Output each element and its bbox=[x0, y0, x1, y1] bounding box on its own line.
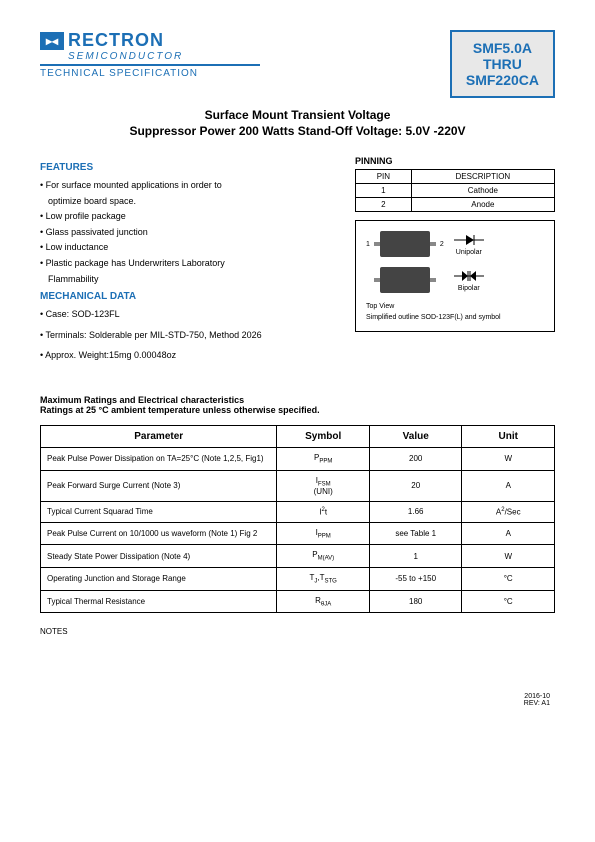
logo-block: ▸◂ RECTRON SEMICONDUCTOR TECHNICAL SPECI… bbox=[40, 30, 260, 79]
symbol-cell: I2t bbox=[277, 502, 370, 523]
pin-cell: Cathode bbox=[411, 184, 554, 198]
mechanical-item: Approx. Weight:15mg 0.00048oz bbox=[40, 349, 335, 362]
table-row: Steady State Power Dissipation (Note 4) … bbox=[41, 545, 555, 568]
title-main: Surface Mount Transient Voltage bbox=[40, 108, 555, 122]
rev-num: REV: A1 bbox=[524, 700, 550, 707]
revision-block: 2016-10 REV: A1 bbox=[524, 693, 550, 707]
value-cell: see Table 1 bbox=[369, 522, 462, 545]
unit-cell: A2/Sec bbox=[462, 502, 555, 523]
pin-col-header: PIN bbox=[356, 170, 412, 184]
symbol-cell: PM(AV) bbox=[277, 545, 370, 568]
param-cell: Peak Forward Surge Current (Note 3) bbox=[41, 470, 277, 502]
pin-cell: Anode bbox=[411, 198, 554, 212]
unit-cell: °C bbox=[462, 567, 555, 590]
value-cell: 180 bbox=[369, 590, 462, 613]
rev-date: 2016-10 bbox=[524, 693, 550, 700]
part-number-box: SMF5.0A THRU SMF220CA bbox=[450, 30, 555, 98]
desc-col-header: DESCRIPTION bbox=[411, 170, 554, 184]
tech-spec-label: TECHNICAL SPECIFICATION bbox=[40, 64, 260, 79]
package-diagram: 1 2 Unipolar 1 2 Bipolar Top View Simpli… bbox=[355, 220, 555, 332]
right-column: PINNING PIN DESCRIPTION 1 Cathode 2 Anod… bbox=[355, 156, 555, 365]
mechanical-item: Case: SOD-123FL bbox=[40, 308, 335, 321]
value-cell: -55 to +150 bbox=[369, 567, 462, 590]
symbol-cell: IFSM(UNI) bbox=[277, 470, 370, 502]
unit-cell: W bbox=[462, 447, 555, 470]
mechanical-item: Terminals: Solderable per MIL-STD-750, M… bbox=[40, 329, 335, 342]
unipolar-label: Unipolar bbox=[454, 249, 484, 256]
logo-subtitle: SEMICONDUCTOR bbox=[68, 51, 260, 62]
table-row: Peak Forward Surge Current (Note 3) IFSM… bbox=[41, 470, 555, 502]
mechanical-heading: MECHANICAL DATA bbox=[40, 291, 335, 302]
pinning-table: PIN DESCRIPTION 1 Cathode 2 Anode bbox=[355, 169, 555, 212]
title-block: Surface Mount Transient Voltage Suppress… bbox=[40, 108, 555, 138]
param-cell: Typical Thermal Resistance bbox=[41, 590, 277, 613]
value-cell: 200 bbox=[369, 447, 462, 470]
feature-item: Plastic package has Underwriters Laborat… bbox=[40, 257, 335, 270]
table-row: Typical Thermal Resistance RθJA 180 °C bbox=[41, 590, 555, 613]
param-cell: Steady State Power Dissipation (Note 4) bbox=[41, 545, 277, 568]
bipolar-label: Bipolar bbox=[454, 285, 484, 292]
col-symbol: Symbol bbox=[277, 425, 370, 447]
feature-item: Low profile package bbox=[40, 210, 335, 223]
param-cell: Typical Current Squarad Time bbox=[41, 502, 277, 523]
value-cell: 1 bbox=[369, 545, 462, 568]
col-parameter: Parameter bbox=[41, 425, 277, 447]
notes-heading: NOTES bbox=[40, 627, 555, 636]
diagram-caption: Top View bbox=[366, 303, 544, 310]
unipolar-symbol: Unipolar bbox=[454, 233, 484, 256]
feature-item: Glass passivated junction bbox=[40, 226, 335, 239]
logo-icon: ▸◂ bbox=[40, 32, 64, 50]
col-unit: Unit bbox=[462, 425, 555, 447]
symbol-cell: RθJA bbox=[277, 590, 370, 613]
ratings-subheading: Ratings at 25 °C ambient temperature unl… bbox=[40, 405, 555, 415]
symbol-cell: TJ,TSTG bbox=[277, 567, 370, 590]
col-value: Value bbox=[369, 425, 462, 447]
unit-cell: A bbox=[462, 522, 555, 545]
param-cell: Peak Pulse Current on 10/1000 us wavefor… bbox=[41, 522, 277, 545]
value-cell: 1.66 bbox=[369, 502, 462, 523]
table-row: Operating Junction and Storage Range TJ,… bbox=[41, 567, 555, 590]
features-heading: FEATURES bbox=[40, 162, 335, 173]
table-row: Typical Current Squarad Time I2t 1.66 A2… bbox=[41, 502, 555, 523]
logo-brand: RECTRON bbox=[68, 30, 164, 51]
value-cell: 20 bbox=[369, 470, 462, 502]
pinning-heading: PINNING bbox=[355, 156, 555, 166]
package-icon bbox=[380, 267, 430, 293]
part-line2: THRU bbox=[466, 56, 539, 72]
part-line1: SMF5.0A bbox=[466, 40, 539, 56]
pin-label-2: 2 bbox=[440, 241, 444, 248]
symbol-cell: IPPM bbox=[277, 522, 370, 545]
table-row: Peak Pulse Current on 10/1000 us wavefor… bbox=[41, 522, 555, 545]
feature-item: Flammability bbox=[48, 273, 335, 286]
unit-cell: W bbox=[462, 545, 555, 568]
pin-label-1: 1 bbox=[366, 241, 370, 248]
ratings-table: Parameter Symbol Value Unit Peak Pulse P… bbox=[40, 425, 555, 613]
param-cell: Peak Pulse Power Dissipation on TA=25°C … bbox=[41, 447, 277, 470]
package-icon bbox=[380, 231, 430, 257]
header: ▸◂ RECTRON SEMICONDUCTOR TECHNICAL SPECI… bbox=[40, 30, 555, 98]
table-row: Peak Pulse Power Dissipation on TA=25°C … bbox=[41, 447, 555, 470]
title-sub: Suppressor Power 200 Watts Stand-Off Vol… bbox=[40, 124, 555, 138]
symbol-cell: PPPM bbox=[277, 447, 370, 470]
feature-item: For surface mounted applications in orde… bbox=[40, 179, 335, 192]
param-cell: Operating Junction and Storage Range bbox=[41, 567, 277, 590]
pin-cell: 2 bbox=[356, 198, 412, 212]
ratings-heading: Maximum Ratings and Electrical character… bbox=[40, 395, 555, 405]
left-column: FEATURES For surface mounted application… bbox=[40, 156, 335, 365]
diagram-caption: Simplified outline SOD-123F(L) and symbo… bbox=[366, 314, 544, 321]
feature-item: optimize board space. bbox=[48, 195, 335, 208]
unit-cell: A bbox=[462, 470, 555, 502]
unit-cell: °C bbox=[462, 590, 555, 613]
pin-cell: 1 bbox=[356, 184, 412, 198]
part-line3: SMF220CA bbox=[466, 72, 539, 88]
bipolar-symbol: Bipolar bbox=[454, 269, 484, 292]
feature-item: Low inductance bbox=[40, 241, 335, 254]
